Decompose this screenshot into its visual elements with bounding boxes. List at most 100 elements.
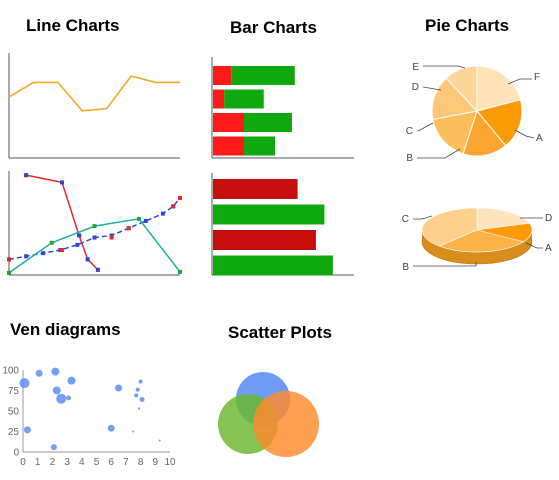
pie1-label-B: B bbox=[406, 153, 413, 164]
pie1-leader-D bbox=[422, 86, 442, 91]
bar2-plot bbox=[213, 179, 333, 276]
line2-marker-4-3 bbox=[136, 216, 141, 221]
scatter-point-5 bbox=[66, 395, 72, 401]
pie1-leader-E bbox=[423, 65, 466, 69]
bar2-bar-1 bbox=[213, 204, 325, 225]
pie1-slice-E bbox=[445, 65, 478, 113]
pie2-plot: D A B C bbox=[402, 207, 552, 273]
line2-plot bbox=[7, 173, 182, 275]
scatter-ytick-100: 100 bbox=[2, 366, 19, 377]
scatter-axes bbox=[22, 370, 170, 453]
line2-marker-4-2 bbox=[92, 224, 97, 229]
scatter-xtick-0: 0 bbox=[20, 457, 26, 468]
pie1-label-E: E bbox=[412, 62, 419, 73]
bar1-bar-1-0 bbox=[213, 89, 225, 109]
scatter-xtick-9: 9 bbox=[153, 457, 159, 468]
line2-series-0 bbox=[25, 174, 99, 271]
scatter-point-12 bbox=[135, 387, 140, 392]
pie2-slice-B bbox=[438, 229, 525, 253]
line2-axes bbox=[8, 171, 180, 276]
scatter-point-13 bbox=[137, 407, 141, 410]
pie2-label-B: B bbox=[402, 262, 409, 273]
line2-marker-5-3 bbox=[85, 257, 90, 262]
bar1-bar-0-1 bbox=[231, 66, 295, 85]
pie2-leader-B bbox=[413, 262, 477, 267]
scatter-point-7 bbox=[23, 426, 31, 434]
bar1-bar-3-0 bbox=[213, 136, 245, 156]
scatter-xtick-3: 3 bbox=[64, 457, 70, 468]
pie1-leader-B bbox=[417, 148, 461, 159]
scatter-xtick-6: 6 bbox=[108, 457, 114, 468]
scatter-point-4 bbox=[56, 393, 67, 404]
line2-marker-3-2 bbox=[109, 235, 114, 240]
scatter-xtick-10: 10 bbox=[164, 457, 176, 468]
line1-series-0 bbox=[8, 75, 180, 112]
bar1-bar-1-1 bbox=[224, 89, 264, 109]
bar2-bar-2 bbox=[213, 230, 316, 250]
line2-marker-1-8 bbox=[143, 218, 148, 223]
line2-marker-4-1 bbox=[49, 240, 54, 245]
scatter-ytick-75: 75 bbox=[8, 386, 20, 397]
pie1-leader-A bbox=[514, 129, 535, 139]
pie1-label-D: D bbox=[412, 82, 419, 93]
scatter-xtick-5: 5 bbox=[94, 457, 100, 468]
pie1-label-A: A bbox=[536, 133, 543, 144]
line2-marker-1-9 bbox=[160, 211, 165, 216]
scatter-point-16 bbox=[132, 430, 135, 433]
bar1-plot bbox=[213, 66, 295, 156]
line-charts-title: Line Charts bbox=[26, 16, 120, 35]
scatter-point-17 bbox=[158, 439, 161, 442]
scatter-point-9 bbox=[107, 424, 115, 432]
bar1-bar-0-0 bbox=[213, 66, 232, 85]
scatter-point-3 bbox=[52, 386, 61, 395]
pie1-label-F: F bbox=[534, 72, 540, 83]
line2-marker-5-0 bbox=[24, 173, 29, 178]
ven-diagrams-title: Ven diagrams bbox=[10, 320, 121, 339]
pie1-slice-C bbox=[432, 110, 478, 155]
pie-charts-title: Pie Charts bbox=[425, 16, 509, 35]
line2-marker-3-3 bbox=[126, 226, 131, 231]
scatter-point-15 bbox=[139, 397, 145, 403]
scatter-xtick-7: 7 bbox=[123, 457, 129, 468]
line2-marker-1-1 bbox=[24, 254, 29, 259]
line2-marker-1-5 bbox=[92, 235, 97, 240]
line2-marker-5-4 bbox=[95, 267, 100, 272]
bar2-bar-3 bbox=[213, 255, 333, 276]
scatter-point-0 bbox=[19, 378, 30, 389]
pie1-leader-F bbox=[507, 78, 532, 85]
line2-marker-1-2 bbox=[41, 251, 46, 256]
pie2-slice-D bbox=[476, 207, 530, 231]
pie2-leader-A bbox=[525, 242, 543, 249]
pie1-slice-F bbox=[476, 65, 522, 112]
line2-marker-5-1 bbox=[60, 180, 65, 185]
scatter-point-2 bbox=[51, 367, 60, 376]
scatter-xtick-2: 2 bbox=[50, 457, 56, 468]
venn-plot bbox=[218, 372, 319, 457]
bar1-bar-3-1 bbox=[244, 136, 276, 156]
line1-axes bbox=[8, 53, 180, 159]
line2-series-1 bbox=[8, 197, 181, 261]
line2-marker-3-4 bbox=[171, 204, 176, 209]
scatter-point-8 bbox=[50, 444, 57, 451]
pie2-label-C: C bbox=[402, 214, 409, 225]
scatter-point-1 bbox=[35, 369, 43, 377]
scatter-xtick-4: 4 bbox=[79, 457, 85, 468]
pie1-plot: F A B C DE bbox=[406, 62, 543, 164]
pie2-label-A: A bbox=[545, 243, 552, 254]
scatter-point-11 bbox=[134, 393, 139, 398]
line2-marker-4-4 bbox=[178, 269, 182, 274]
line2-marker-3-0 bbox=[7, 257, 11, 262]
pie2-label-D: D bbox=[545, 213, 552, 224]
pie2-leader-C bbox=[413, 215, 433, 220]
pie1-label-C: C bbox=[406, 126, 413, 137]
pie1-leader-C bbox=[417, 122, 434, 132]
line1-plot bbox=[8, 75, 180, 112]
scatter-plots-title: Scatter Plots bbox=[228, 323, 332, 342]
pie2-slice-C bbox=[421, 207, 478, 247]
line2-marker-4-0 bbox=[7, 270, 11, 275]
pie1-slice-D bbox=[431, 77, 478, 121]
scatter-point-10 bbox=[115, 384, 123, 392]
scatter-point-6 bbox=[67, 376, 76, 385]
bar1-bar-2-0 bbox=[213, 113, 245, 132]
